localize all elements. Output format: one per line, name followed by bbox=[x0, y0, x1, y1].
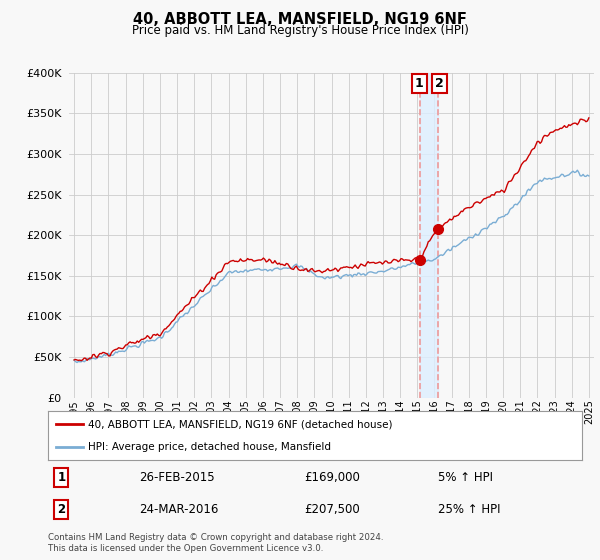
Text: 25% ↑ HPI: 25% ↑ HPI bbox=[438, 503, 500, 516]
Text: 24-MAR-2016: 24-MAR-2016 bbox=[139, 503, 218, 516]
Text: Contains HM Land Registry data © Crown copyright and database right 2024.
This d: Contains HM Land Registry data © Crown c… bbox=[48, 533, 383, 553]
Text: £169,000: £169,000 bbox=[304, 471, 360, 484]
Text: 1: 1 bbox=[57, 471, 65, 484]
Text: 40, ABBOTT LEA, MANSFIELD, NG19 6NF (detached house): 40, ABBOTT LEA, MANSFIELD, NG19 6NF (det… bbox=[88, 419, 392, 430]
Text: £207,500: £207,500 bbox=[304, 503, 360, 516]
Text: 40, ABBOTT LEA, MANSFIELD, NG19 6NF: 40, ABBOTT LEA, MANSFIELD, NG19 6NF bbox=[133, 12, 467, 27]
Text: 2: 2 bbox=[435, 77, 443, 90]
Text: Price paid vs. HM Land Registry's House Price Index (HPI): Price paid vs. HM Land Registry's House … bbox=[131, 24, 469, 37]
Text: 5% ↑ HPI: 5% ↑ HPI bbox=[438, 471, 493, 484]
Text: 26-FEB-2015: 26-FEB-2015 bbox=[139, 471, 214, 484]
Text: 1: 1 bbox=[415, 77, 424, 90]
Text: HPI: Average price, detached house, Mansfield: HPI: Average price, detached house, Mans… bbox=[88, 442, 331, 452]
Bar bbox=[420, 73, 439, 398]
Text: 2: 2 bbox=[57, 503, 65, 516]
